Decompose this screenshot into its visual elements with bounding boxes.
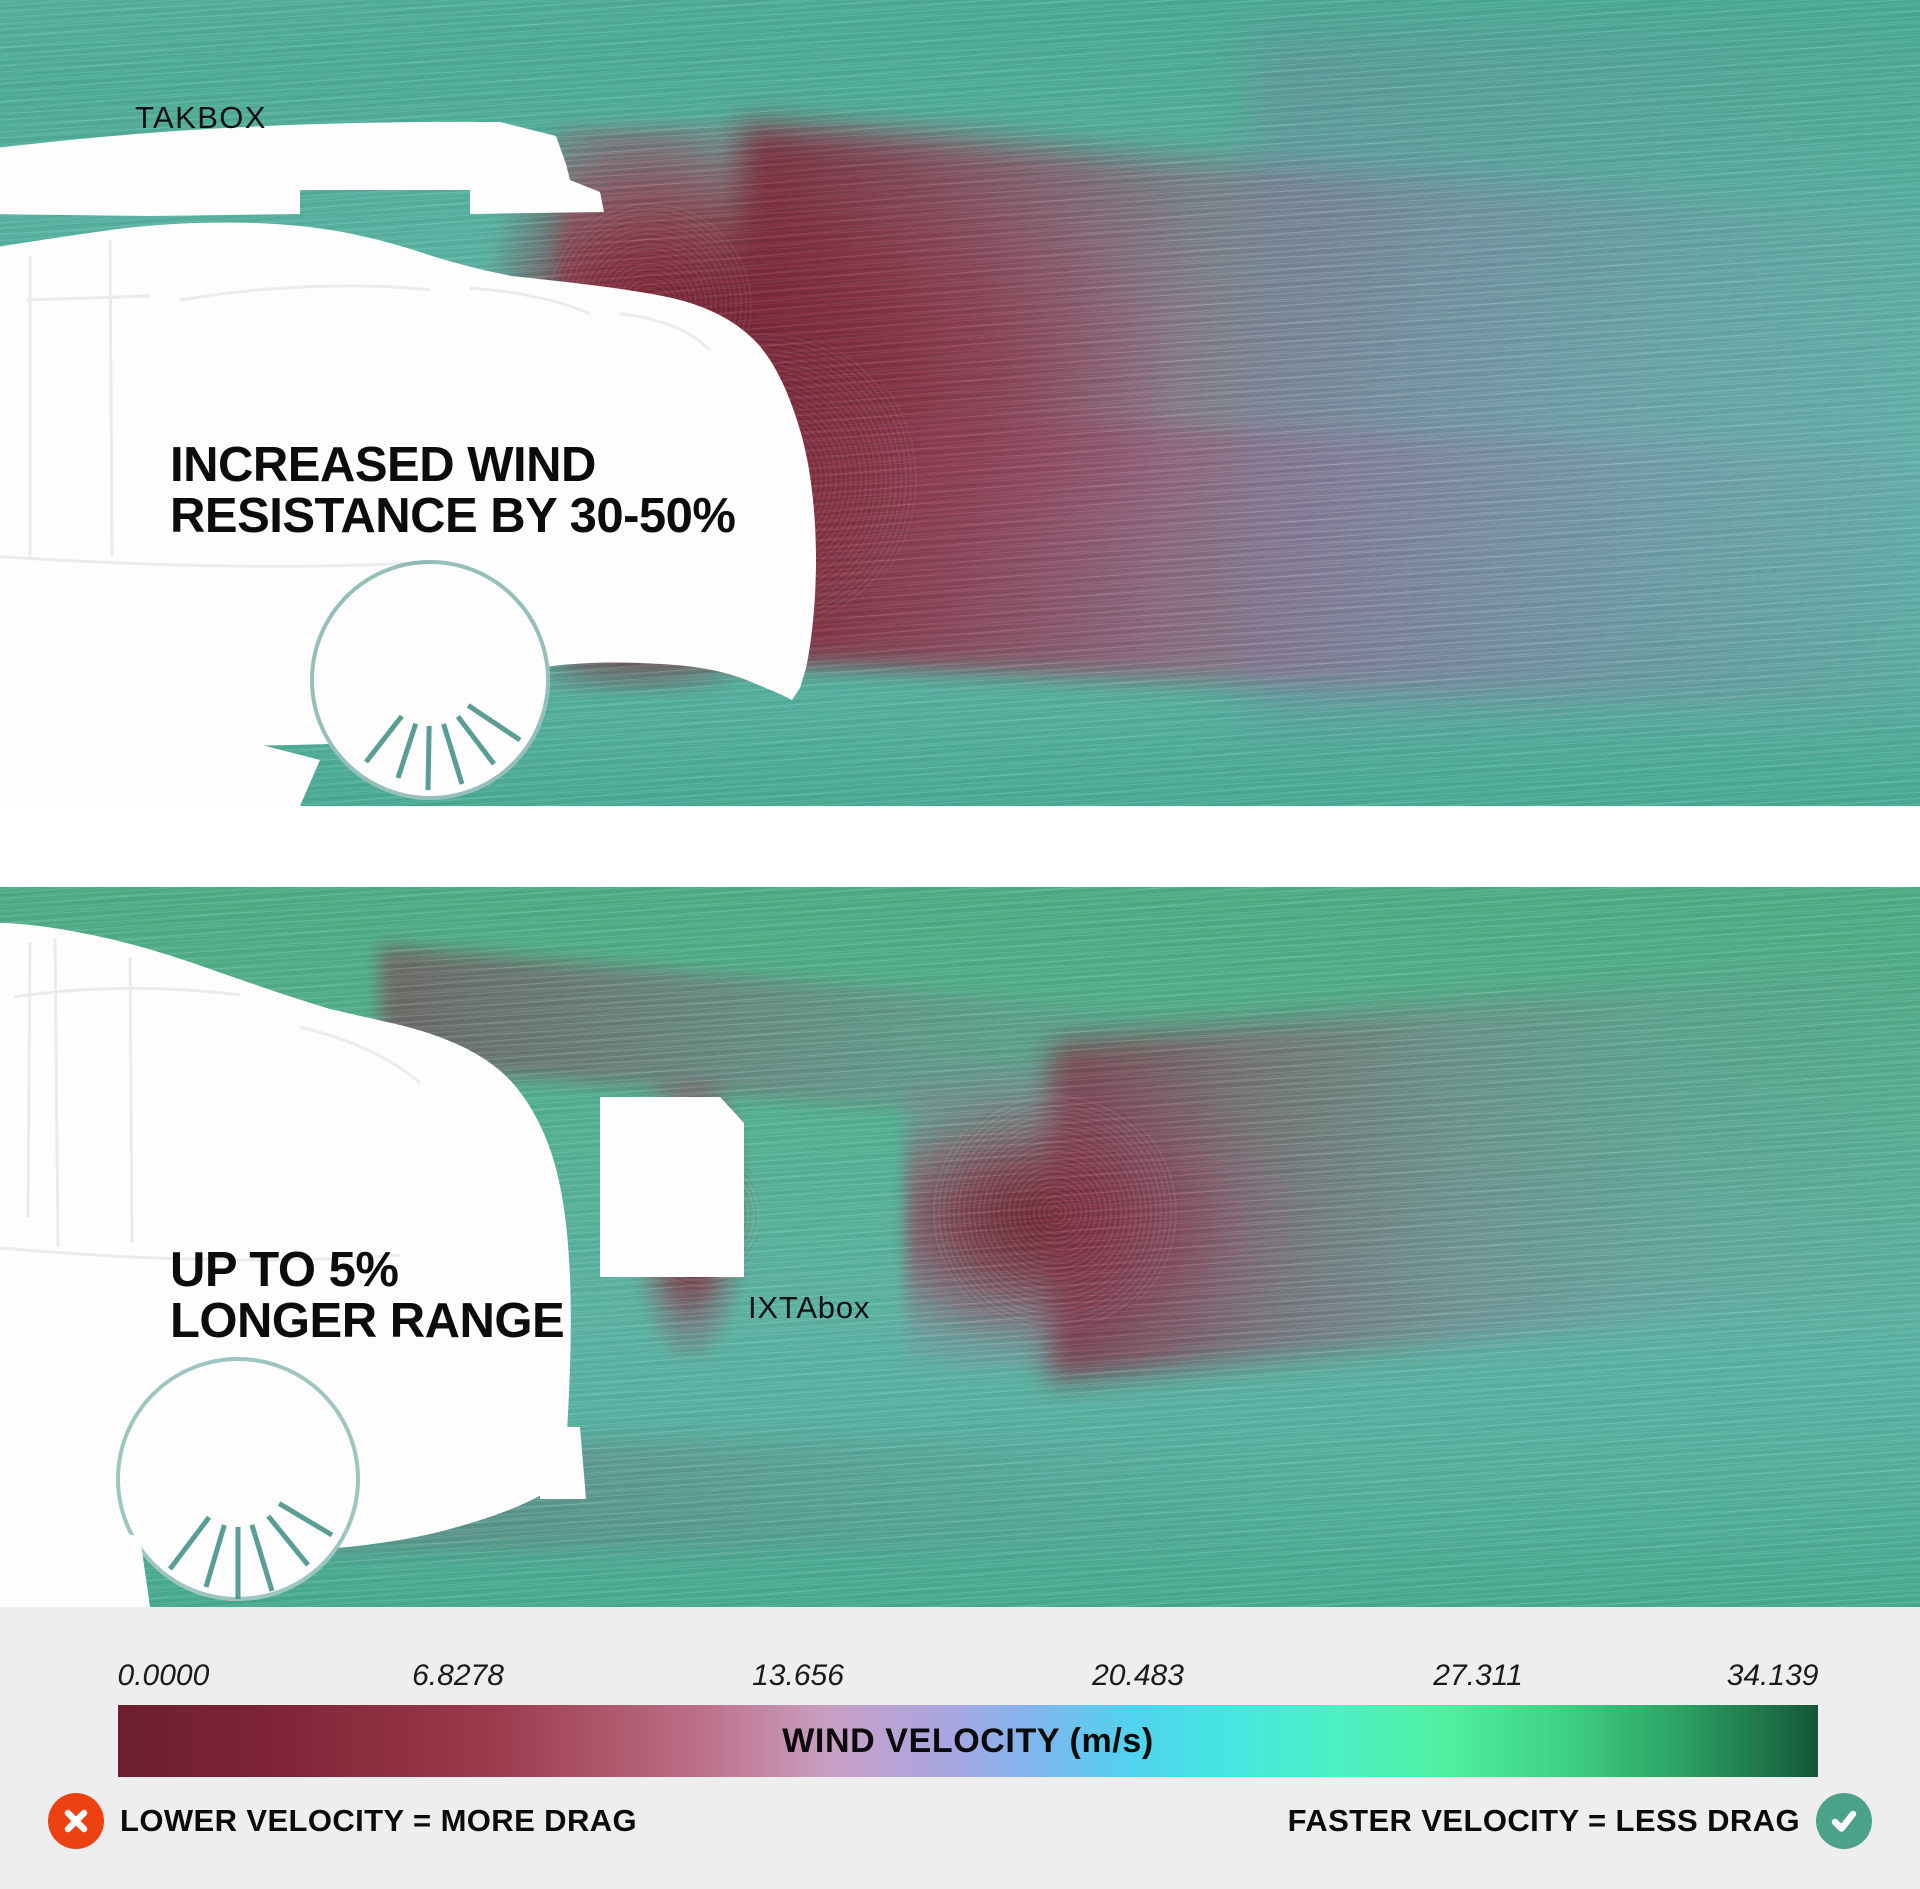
legend-item-less-drag: FASTER VELOCITY = LESS DRAG xyxy=(1288,1792,1872,1850)
legend-bar: 0.0000 6.8278 13.656 20.483 27.311 34.13… xyxy=(0,1607,1920,1889)
check-circle-icon xyxy=(1816,1793,1872,1849)
colorbar-tick-5: 34.139 xyxy=(1726,1659,1819,1692)
colorbar-tick-3: 20.483 xyxy=(1092,1659,1184,1692)
headline-increased-drag: INCREASED WIND RESISTANCE BY 30-50% xyxy=(170,438,736,543)
velocity-field-base-top xyxy=(0,0,1920,806)
colorbar-tick-0: 0.0000 xyxy=(117,1659,210,1692)
colorbar-title: WIND VELOCITY (m/s) xyxy=(782,1721,1154,1760)
colorbar-tick-1: 6.8278 xyxy=(412,1659,504,1692)
cfd-panel-ixtabox: UP TO 5% LONGER RANGE IXTAbox xyxy=(0,887,1920,1607)
cargobox-label: IXTAbox xyxy=(748,1290,871,1325)
colorbar-tick-labels: 0.0000 6.8278 13.656 20.483 27.311 34.13… xyxy=(117,1659,1819,1699)
colorbar-tick-4: 27.311 xyxy=(1433,1659,1523,1692)
colorbar-tick-2: 13.656 xyxy=(752,1659,844,1692)
cfd-panel-takbox: TAKBOX INCREASED WIND RESISTANCE BY 30-5… xyxy=(0,0,1920,806)
roofbox-label: TAKBOX xyxy=(135,100,267,135)
velocity-colorbar: WIND VELOCITY (m/s) xyxy=(118,1705,1818,1777)
legend-label-more-drag: LOWER VELOCITY = MORE DRAG xyxy=(120,1803,638,1838)
legend-label-less-drag: FASTER VELOCITY = LESS DRAG xyxy=(1287,1803,1800,1838)
headline-longer-range: UP TO 5% LONGER RANGE xyxy=(170,1243,565,1348)
legend-callout-row: LOWER VELOCITY = MORE DRAG FASTER VELOCI… xyxy=(0,1792,1920,1872)
legend-item-more-drag: LOWER VELOCITY = MORE DRAG xyxy=(48,1792,637,1850)
x-circle-icon xyxy=(48,1793,104,1849)
